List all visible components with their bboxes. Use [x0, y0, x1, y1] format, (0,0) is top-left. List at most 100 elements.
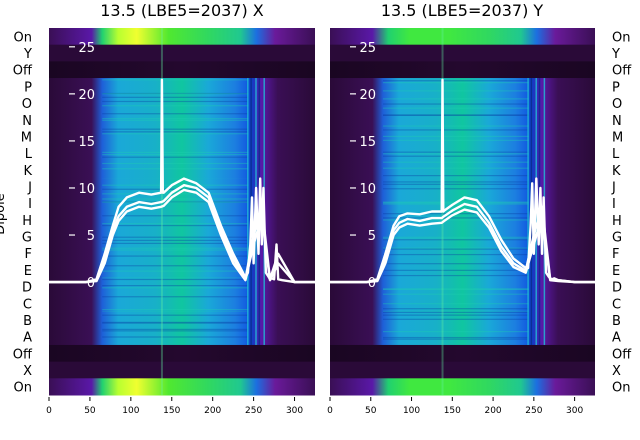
heatmap-texture	[102, 336, 249, 338]
dipole-label: X	[612, 364, 621, 379]
dipole-label: O	[22, 97, 32, 112]
heatmap-texture	[102, 321, 249, 323]
heatmap-texture	[102, 265, 249, 267]
heatmap-texture	[383, 167, 529, 169]
heatmap-texture	[102, 96, 249, 98]
heatmap-texture	[383, 293, 529, 295]
overlay-series-line	[330, 78, 595, 284]
heatmap-spike-column	[160, 28, 163, 395]
dipole-label: L	[25, 147, 33, 162]
x-tick-label: 150	[163, 406, 180, 416]
dipole-label: K	[612, 164, 621, 179]
dipole-label: A	[612, 331, 621, 346]
heatmap-texture	[102, 100, 249, 103]
dipole-label: E	[612, 264, 620, 279]
dipole-label: Y	[23, 47, 32, 62]
x-tick-label: 150	[444, 406, 461, 416]
x-tick-label: 300	[286, 406, 303, 416]
dipole-label: C	[612, 297, 621, 312]
overlay-y-tick-label: 10	[359, 182, 376, 197]
heatmap-texture	[102, 201, 249, 203]
heatmap-row	[330, 344, 595, 363]
heatmap-texture	[102, 255, 249, 257]
heatmap-texture	[102, 128, 249, 130]
heatmap-texture	[383, 155, 529, 157]
heatmap-texture	[383, 239, 529, 241]
heatmap-texture	[383, 151, 529, 153]
dipole-label: H	[612, 214, 622, 229]
dipole-label: M	[612, 130, 623, 145]
heatmap-row	[49, 344, 315, 363]
dipole-label: D	[612, 281, 622, 296]
overlay-y-tick-label: 20	[359, 88, 376, 103]
heatmap-texture	[102, 79, 249, 81]
heatmap-texture	[383, 238, 529, 240]
heatmap-row	[49, 361, 315, 379]
heatmap-texture	[383, 288, 529, 290]
heatmap-texture	[102, 270, 249, 272]
heatmap-texture	[383, 310, 529, 312]
heatmap-row	[330, 311, 595, 329]
heatmap-texture	[383, 153, 529, 155]
heatmap-texture	[102, 330, 249, 332]
panel-x: 0 50 100 150 200 250 300 0 5 10 15 20 25	[46, 28, 315, 416]
heatmap-row	[49, 194, 315, 212]
heatmap-texture	[102, 153, 249, 156]
heatmap-texture	[102, 168, 249, 170]
overlay-y-tick-label: 5	[368, 229, 376, 244]
x-tick-label: 250	[525, 406, 542, 416]
heatmap-texture	[383, 318, 529, 320]
heatmap-row	[330, 44, 595, 62]
dipole-label: A	[23, 331, 32, 346]
heatmap-texture	[383, 90, 529, 92]
heatmap-texture	[102, 215, 249, 217]
dipole-label: On	[14, 30, 32, 45]
dipole-label: P	[24, 80, 32, 95]
heatmap-texture	[383, 217, 529, 219]
overlay-y-tick-label: 5	[87, 229, 95, 244]
heatmap-texture	[383, 236, 529, 238]
heatmap-texture	[102, 322, 249, 324]
dipole-label: C	[23, 297, 32, 312]
x-tick-label: 100	[122, 406, 139, 416]
heatmap-row	[330, 28, 595, 46]
dipole-label: On	[612, 381, 630, 396]
dipole-label: Off	[13, 64, 33, 79]
heatmap-texture	[102, 118, 249, 120]
overlay-series-line	[49, 188, 315, 284]
heatmap-texture	[383, 336, 529, 339]
heatmap-streak	[527, 78, 529, 345]
heatmap-texture	[102, 224, 249, 227]
heatmap-texture	[102, 105, 249, 107]
overlay-y-tick-label: 0	[87, 276, 95, 291]
heatmap-texture	[383, 139, 529, 141]
dipole-label: On	[612, 30, 630, 45]
dipole-label: X	[23, 364, 32, 379]
dipole-label: F	[25, 247, 32, 262]
heatmap-texture	[102, 278, 249, 281]
overlay-y-tick-label: 15	[359, 135, 376, 150]
heatmap-texture	[383, 269, 529, 271]
heatmap-row	[330, 361, 595, 379]
x-tick-label: 250	[245, 406, 262, 416]
heatmap-texture	[383, 98, 529, 100]
dipole-label: Off	[13, 347, 33, 362]
heatmap-texture	[102, 92, 249, 95]
heatmap-row	[330, 61, 595, 79]
heatmap-texture	[102, 113, 249, 115]
heatmap-texture	[383, 114, 529, 116]
heatmap-row	[49, 378, 315, 396]
heatmap-texture	[102, 242, 249, 245]
heatmap-texture	[383, 253, 529, 256]
overlay-series-line	[330, 208, 595, 284]
chart-title-x: 13.5 (LBE5=2037) X	[100, 1, 264, 20]
heatmap-row	[330, 328, 595, 346]
heatmap-texture	[383, 331, 529, 333]
heatmap-texture	[102, 156, 249, 158]
dipole-label: O	[612, 97, 622, 112]
heatmap-texture	[383, 107, 529, 109]
heatmap-row	[49, 44, 315, 62]
heatmap-texture	[383, 135, 529, 138]
overlay-y-tick-label: 25	[78, 41, 95, 56]
heatmap-texture	[102, 133, 249, 135]
